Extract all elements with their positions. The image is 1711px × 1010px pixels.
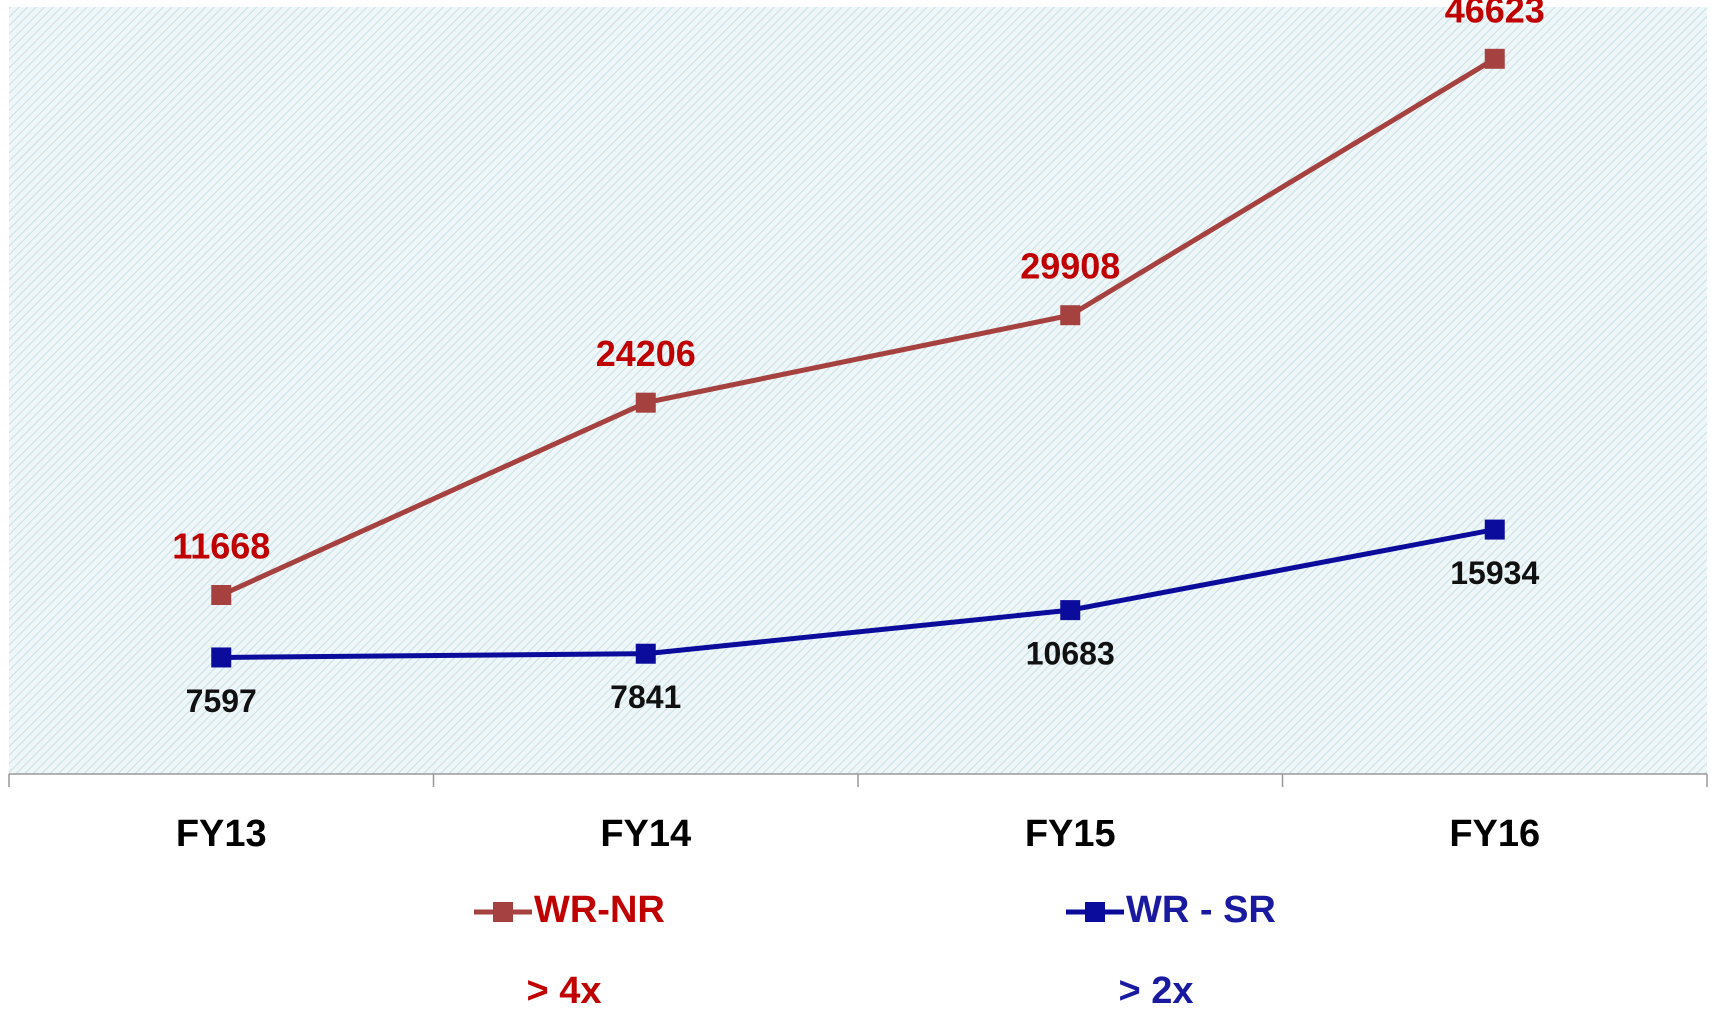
data-label: 11668	[172, 526, 270, 567]
legend-label: WR-NR	[534, 889, 665, 931]
legend-marker	[493, 902, 513, 922]
data-label: 10683	[1026, 636, 1115, 672]
series-line	[220, 56, 1497, 598]
data-label: 7841	[610, 679, 681, 715]
marker	[1484, 48, 1505, 69]
data-label: 7597	[186, 683, 257, 719]
series-line	[221, 527, 1496, 660]
marker	[211, 585, 232, 606]
legend-label: WR - SR	[1126, 889, 1276, 931]
marker	[1060, 305, 1081, 326]
marker	[1060, 600, 1081, 621]
data-label: 46623	[1445, 0, 1545, 30]
annotation: > 2x	[1118, 970, 1193, 1010]
data-label: 29908	[1020, 246, 1120, 287]
plot-background	[9, 7, 1707, 774]
legend-marker	[1085, 902, 1105, 922]
annotation: > 4x	[526, 970, 601, 1010]
data-label: 15934	[1450, 555, 1539, 591]
x-tick-label: FY15	[1025, 813, 1116, 855]
marker	[635, 643, 656, 664]
x-tick-label: FY13	[176, 813, 267, 855]
marker	[211, 647, 232, 668]
marker	[635, 392, 656, 413]
x-tick-label: FY16	[1449, 813, 1540, 855]
marker	[1484, 519, 1505, 540]
x-tick-label: FY14	[600, 813, 691, 855]
data-label: 24206	[596, 333, 696, 374]
